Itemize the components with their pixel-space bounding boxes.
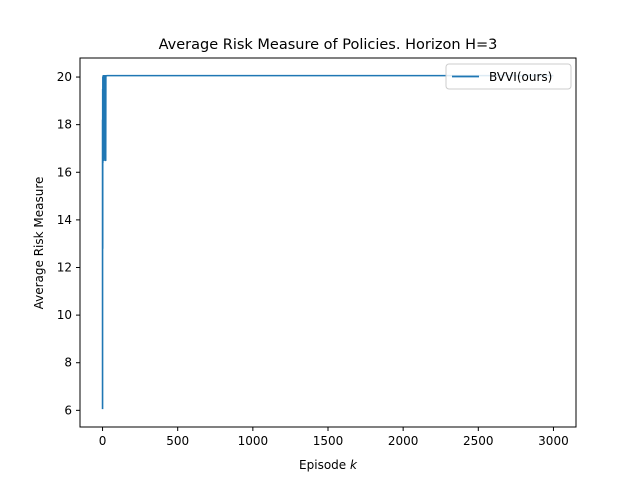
x-axis-label-text: Episode <box>299 458 350 472</box>
x-tick-label: 1000 <box>238 434 269 448</box>
y-tick-label: 8 <box>64 356 72 370</box>
y-tick-label: 20 <box>57 70 72 84</box>
x-axis-label-variable: k <box>350 458 358 472</box>
y-axis-label: Average Risk Measure <box>32 177 46 310</box>
legend: BVVI(ours) <box>445 63 572 90</box>
legend-label: BVVI(ours) <box>489 70 552 84</box>
x-axis-label: Episode k <box>299 458 358 472</box>
y-axis-ticks: 6 8 10 12 14 16 18 20 <box>57 70 80 417</box>
axes-frame <box>79 57 577 428</box>
chart-title: Average Risk Measure of Policies. Horizo… <box>159 37 498 53</box>
y-tick-label: 12 <box>57 260 72 274</box>
x-axis-ticks: 0 500 1000 1500 2000 2500 3000 <box>99 427 569 448</box>
x-tick-label: 2000 <box>388 434 419 448</box>
x-tick-label: 0 <box>99 434 107 448</box>
plot-area <box>79 57 577 428</box>
y-tick-label: 14 <box>57 213 72 227</box>
x-tick-label: 1500 <box>313 434 344 448</box>
x-tick-label: 2500 <box>463 434 494 448</box>
y-tick-label: 10 <box>57 308 72 322</box>
y-tick-label: 6 <box>64 403 72 417</box>
legend-box <box>445 63 572 90</box>
x-tick-label: 3000 <box>538 434 569 448</box>
x-tick-label: 500 <box>166 434 189 448</box>
series-layer <box>101 74 554 410</box>
y-tick-label: 16 <box>57 165 72 179</box>
series-line <box>101 74 554 410</box>
y-tick-label: 18 <box>57 118 72 132</box>
